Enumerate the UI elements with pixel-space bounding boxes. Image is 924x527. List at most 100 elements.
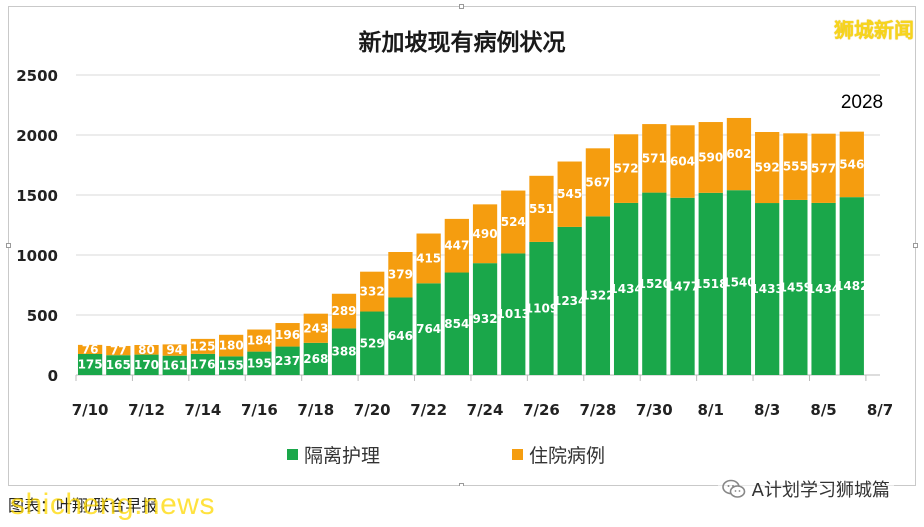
bar-hospital: [585, 148, 611, 217]
bar-isolation: [557, 226, 582, 375]
bar-hospital: [106, 345, 131, 356]
bar-hospital: [77, 344, 103, 354]
data-label-hospital: 76: [82, 342, 99, 356]
data-label-hospital: 243: [303, 321, 328, 335]
data-label-hospital: 567: [585, 175, 610, 189]
bar-hospital: [303, 313, 328, 343]
data-label-isolation: 175: [78, 358, 103, 372]
bar-hospital: [360, 271, 385, 312]
data-label-hospital: 94: [166, 343, 183, 357]
watermark: shicheng.news: [10, 488, 215, 521]
data-label-hospital: 590: [698, 150, 723, 164]
bar-hospital: [247, 329, 272, 352]
data-label-isolation: 176: [190, 357, 215, 371]
bar-hospital: [416, 233, 441, 284]
bar-isolation: [670, 197, 695, 375]
data-label-hospital: 571: [642, 151, 667, 165]
data-label-hospital: 379: [388, 268, 413, 282]
data-label-isolation: 1434: [609, 282, 642, 296]
bar-isolation: [416, 283, 441, 375]
data-label-isolation: 165: [106, 358, 131, 372]
data-label-hospital: 196: [275, 328, 300, 342]
bar-hospital: [388, 252, 413, 298]
data-label-hospital: 184: [247, 334, 272, 348]
x-tick-label: 7/14: [185, 401, 222, 419]
data-label-isolation: 1520: [638, 277, 671, 291]
data-label-isolation: 1433: [750, 282, 783, 296]
legend-label: 住院病例: [529, 445, 605, 467]
bar-isolation: [585, 216, 611, 375]
resize-handle-right[interactable]: [913, 243, 918, 248]
x-tick-label: 8/1: [698, 401, 724, 419]
data-label-isolation: 237: [275, 354, 300, 368]
x-tick-label: 7/16: [241, 401, 278, 419]
wechat-account-name: A计划学习狮城篇: [751, 480, 890, 501]
data-label-hospital: 77: [110, 344, 127, 358]
data-label-hospital: 577: [811, 161, 836, 175]
data-label-hospital: 415: [416, 251, 441, 265]
wechat-credit: A计划学习狮城篇: [717, 476, 894, 502]
bar-hospital: [698, 122, 723, 193]
data-label-isolation: 155: [219, 359, 244, 373]
legend-swatch: [512, 449, 523, 460]
data-label-hospital: 447: [444, 239, 469, 253]
bar-hospital: [529, 175, 554, 242]
data-label-isolation: 1013: [497, 307, 530, 321]
bar-isolation: [755, 203, 780, 375]
data-label-isolation: 388: [331, 345, 356, 359]
bar-hospital: [642, 124, 667, 193]
x-tick-label: 7/28: [579, 401, 616, 419]
y-tick-label: 1000: [16, 247, 58, 265]
chart-title: 新加坡现有病例状况: [359, 29, 566, 56]
resize-handle-left[interactable]: [6, 243, 11, 248]
bar-isolation: [134, 354, 159, 375]
bar-hospital: [331, 293, 357, 329]
bar-hospital: [190, 338, 216, 354]
bar-hospital: [811, 133, 836, 203]
bar-isolation: [783, 199, 808, 375]
resize-handle-top[interactable]: [459, 4, 464, 9]
bar-hospital: [275, 323, 300, 347]
bar-hospital: [839, 131, 864, 198]
bar-hospital: [726, 117, 752, 191]
bar-isolation: [190, 353, 216, 375]
data-label-hospital: 524: [501, 215, 526, 229]
data-label-hospital: 289: [331, 304, 356, 318]
x-tick-label: 7/22: [410, 401, 447, 419]
bar-hospital: [557, 161, 582, 227]
bar-isolation: [275, 346, 300, 375]
bar-hospital: [783, 133, 808, 200]
bar-isolation: [698, 192, 723, 375]
data-label-hospital: 545: [557, 187, 582, 201]
bar-isolation: [726, 190, 752, 375]
data-label-isolation: 1109: [525, 301, 558, 315]
data-label-isolation: 529: [360, 336, 385, 350]
data-label-hospital: 602: [726, 147, 751, 161]
data-label-hospital: 180: [219, 339, 244, 353]
y-axis: 0 500 1000 1500 2000 2500: [16, 67, 58, 385]
data-label-hospital: 490: [473, 227, 498, 241]
bar-isolation: [811, 202, 836, 375]
x-tick-label: 7/12: [128, 401, 165, 419]
bar-hospital: [219, 334, 244, 357]
data-label-isolation: 1540: [722, 276, 755, 290]
bar-isolation: [839, 197, 864, 375]
bar-hospital: [670, 125, 695, 198]
y-tick-label: 500: [27, 307, 58, 325]
x-tick-label: 8/5: [810, 401, 836, 419]
bar-hospital: [472, 204, 498, 264]
data-label-isolation: 1434: [807, 282, 840, 296]
bar-hospital: [444, 218, 469, 273]
bar-isolation: [501, 253, 526, 375]
data-label-hospital: 555: [783, 160, 808, 174]
data-label-isolation: 646: [388, 329, 413, 343]
data-label-hospital: 604: [670, 155, 695, 169]
data-label-hospital: 125: [190, 339, 215, 353]
source-caption: 图表：叶翔/联合早报: [8, 496, 158, 515]
total-annotation: 2028: [841, 92, 883, 113]
bar-hospital: [162, 344, 187, 356]
x-tick-label: 8/7: [867, 401, 893, 419]
data-label-hospital: 551: [529, 202, 554, 216]
